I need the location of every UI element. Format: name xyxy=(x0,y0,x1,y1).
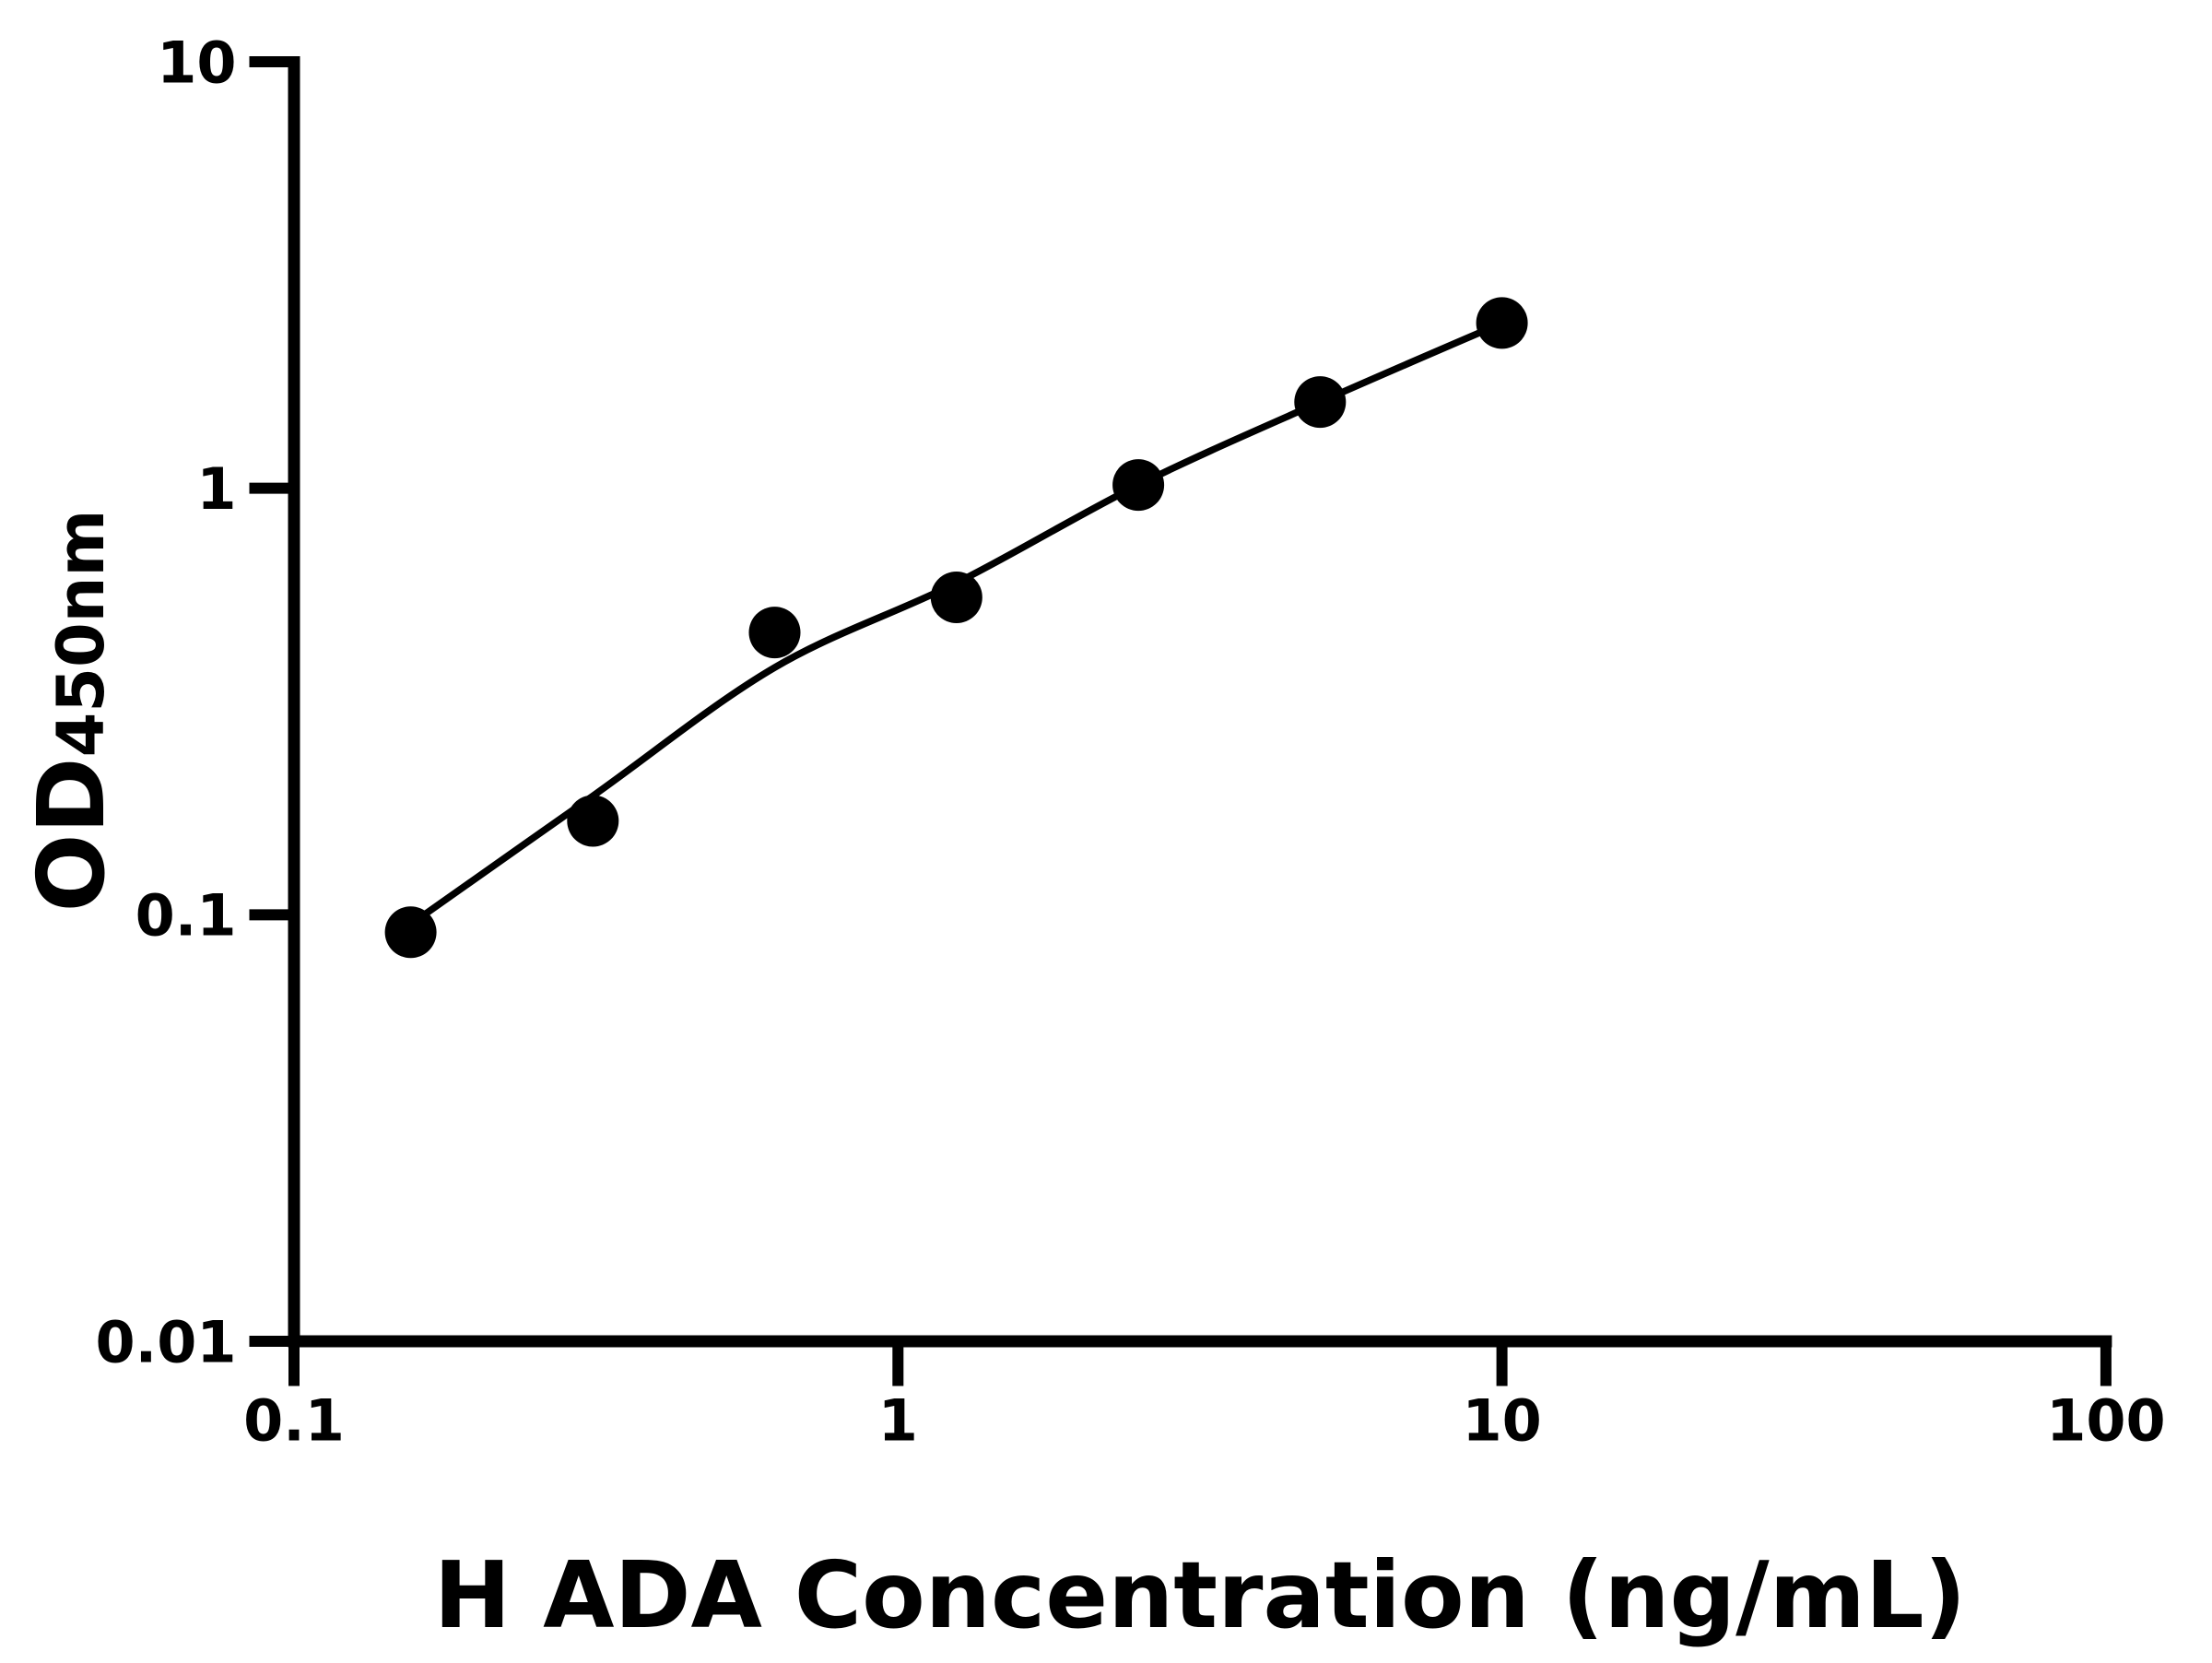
x-tick-label: 10 xyxy=(1462,1386,1541,1454)
data-point xyxy=(1294,376,1347,429)
x-tick-label: 100 xyxy=(2046,1386,2165,1454)
x-tick-label: 0.1 xyxy=(243,1386,345,1454)
data-point xyxy=(930,572,982,623)
y-tick-label: 1 xyxy=(196,455,236,523)
data-point xyxy=(567,795,619,847)
x-axis-title: H ADA Concentration (ng/mL) xyxy=(434,1541,1967,1649)
y-axis-title-main: OD xyxy=(18,757,125,912)
y-tick-label: 10 xyxy=(157,29,236,96)
data-point xyxy=(748,607,801,659)
y-axis-title-sub: 450nm xyxy=(43,510,119,758)
y-axis-title: OD450nm xyxy=(18,510,125,913)
data-point xyxy=(384,906,437,959)
x-tick-label: 1 xyxy=(878,1386,918,1454)
data-point xyxy=(1476,297,1528,349)
data-point xyxy=(1112,459,1165,512)
y-tick-label: 0.1 xyxy=(135,882,237,949)
y-tick-label: 0.01 xyxy=(96,1308,237,1375)
